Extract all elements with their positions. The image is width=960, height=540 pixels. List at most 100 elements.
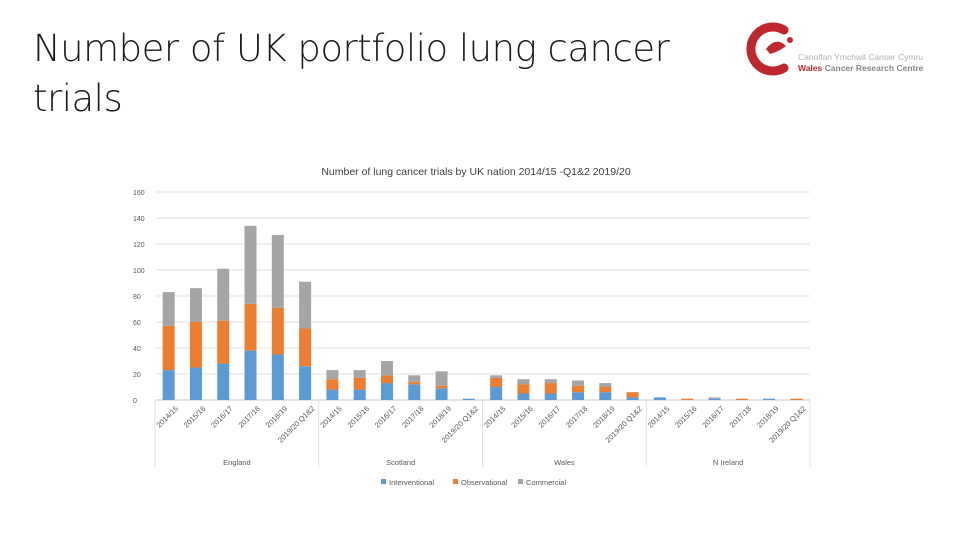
- y-tick-label: 40: [133, 346, 141, 353]
- bar-segment: [708, 397, 721, 399]
- y-tick-label: 160: [133, 190, 145, 197]
- x-tick-label: 2018/19: [427, 404, 453, 430]
- bar-segment: [490, 387, 503, 400]
- bar-segment: [162, 292, 175, 326]
- bar-segment: [326, 370, 339, 380]
- bar-segment: [380, 383, 393, 400]
- legend-label: Commercial: [526, 478, 566, 487]
- x-tick-label: 2014/15: [318, 404, 344, 430]
- y-tick-label: 100: [133, 268, 145, 275]
- bar-segment: [544, 379, 557, 384]
- x-tick-label: 2015/16: [673, 404, 699, 430]
- bar-segment: [517, 379, 530, 385]
- bar-segment: [353, 389, 366, 400]
- bar-segment: [217, 363, 230, 400]
- x-tick-label: 2014/15: [155, 404, 181, 430]
- bar-segment: [189, 367, 202, 400]
- x-tick-label: 2018/19: [755, 404, 781, 430]
- bar-segment: [681, 398, 694, 400]
- bar-segment: [544, 393, 557, 400]
- y-tick-label: 0: [133, 398, 137, 405]
- bar-segment: [299, 366, 312, 400]
- x-tick-label: 2016/17: [537, 404, 563, 430]
- x-tick-label: 2017/18: [236, 404, 262, 430]
- bar-segment: [763, 398, 776, 400]
- x-tick-label: 2015/16: [182, 404, 208, 430]
- bar-segment: [572, 385, 585, 393]
- bar-segment: [708, 398, 721, 400]
- bar-segment: [626, 392, 639, 398]
- x-tick-label: 2016/17: [700, 404, 726, 430]
- bar-segment: [435, 388, 448, 400]
- bar-segment: [244, 350, 257, 400]
- bar-segment: [490, 375, 503, 378]
- bar-segment: [353, 370, 366, 378]
- bar-segment: [189, 288, 202, 322]
- bar-segment: [380, 375, 393, 384]
- bar-segment: [490, 377, 503, 387]
- legend-swatch: [518, 479, 523, 484]
- slide-title: Number of UK portfolio lung cancer trial…: [33, 27, 670, 120]
- bar-segment: [462, 398, 475, 400]
- y-tick-label: 120: [133, 242, 145, 249]
- x-tick-label: 2017/18: [728, 404, 754, 430]
- bar-segment: [217, 268, 230, 321]
- bar-segment: [599, 383, 612, 387]
- x-tick-label: 2018/19: [591, 404, 617, 430]
- y-tick-label: 20: [133, 372, 141, 379]
- bar-segment: [408, 384, 421, 400]
- bar-segment: [271, 234, 284, 308]
- bar-segment: [517, 384, 530, 394]
- bar-segment: [271, 307, 284, 355]
- bar-segment: [189, 322, 202, 368]
- bar-segment: [735, 398, 748, 400]
- bar-segment: [244, 225, 257, 304]
- legend-swatch: [381, 479, 386, 484]
- x-tick-label: 2016/17: [209, 404, 235, 430]
- group-label: Scotland: [386, 458, 415, 467]
- bar-segment: [599, 387, 612, 393]
- bar-segment: [626, 397, 639, 400]
- legend-label: Interventional: [389, 478, 434, 487]
- group-label: England: [223, 458, 251, 467]
- x-tick-label: 2015/16: [509, 404, 535, 430]
- bar-segment: [408, 381, 421, 385]
- logo: Canolfan Ymchwil Canser Cymru Wales Canc…: [740, 18, 940, 80]
- bar-segment: [544, 383, 557, 394]
- bar-segment: [217, 320, 230, 364]
- logo-text-welsh: Canolfan Ymchwil Canser Cymru: [798, 52, 924, 62]
- bar-segment: [299, 281, 312, 329]
- bar-segment: [408, 375, 421, 382]
- bar-segment: [326, 389, 339, 400]
- x-tick-label: 2014/15: [482, 404, 508, 430]
- bar-segment: [599, 392, 612, 400]
- logo-text-english: Wales Cancer Research Centre: [798, 63, 923, 73]
- y-tick-label: 140: [133, 216, 145, 223]
- bar-segment: [299, 328, 312, 367]
- x-tick-label: 2016/17: [373, 404, 399, 430]
- logo-mark-icon: [746, 22, 793, 76]
- group-label: N Ireland: [713, 458, 743, 467]
- bar-segment: [572, 380, 585, 386]
- group-label: Wales: [554, 458, 575, 467]
- bar-segment: [162, 370, 175, 400]
- y-tick-label: 60: [133, 320, 141, 327]
- bar-segment: [244, 303, 257, 351]
- logo-text-crc: Cancer Research Centre: [824, 63, 924, 73]
- chart-title: Number of lung cancer trials by UK natio…: [321, 166, 631, 178]
- x-tick-label: 2017/18: [400, 404, 426, 430]
- legend-swatch: [453, 479, 458, 484]
- y-tick-label: 80: [133, 294, 141, 301]
- bar-segment: [271, 354, 284, 400]
- bar-segment: [435, 385, 448, 389]
- bar-segment: [380, 361, 393, 376]
- bar-segment: [790, 398, 803, 400]
- legend-label: Observational: [461, 478, 508, 487]
- bar-segment: [517, 393, 530, 400]
- x-tick-label: 2018/19: [264, 404, 290, 430]
- bar-segment: [435, 371, 448, 386]
- bar-segment: [326, 379, 339, 390]
- bar-segment: [162, 325, 175, 371]
- bar-segment: [572, 392, 585, 400]
